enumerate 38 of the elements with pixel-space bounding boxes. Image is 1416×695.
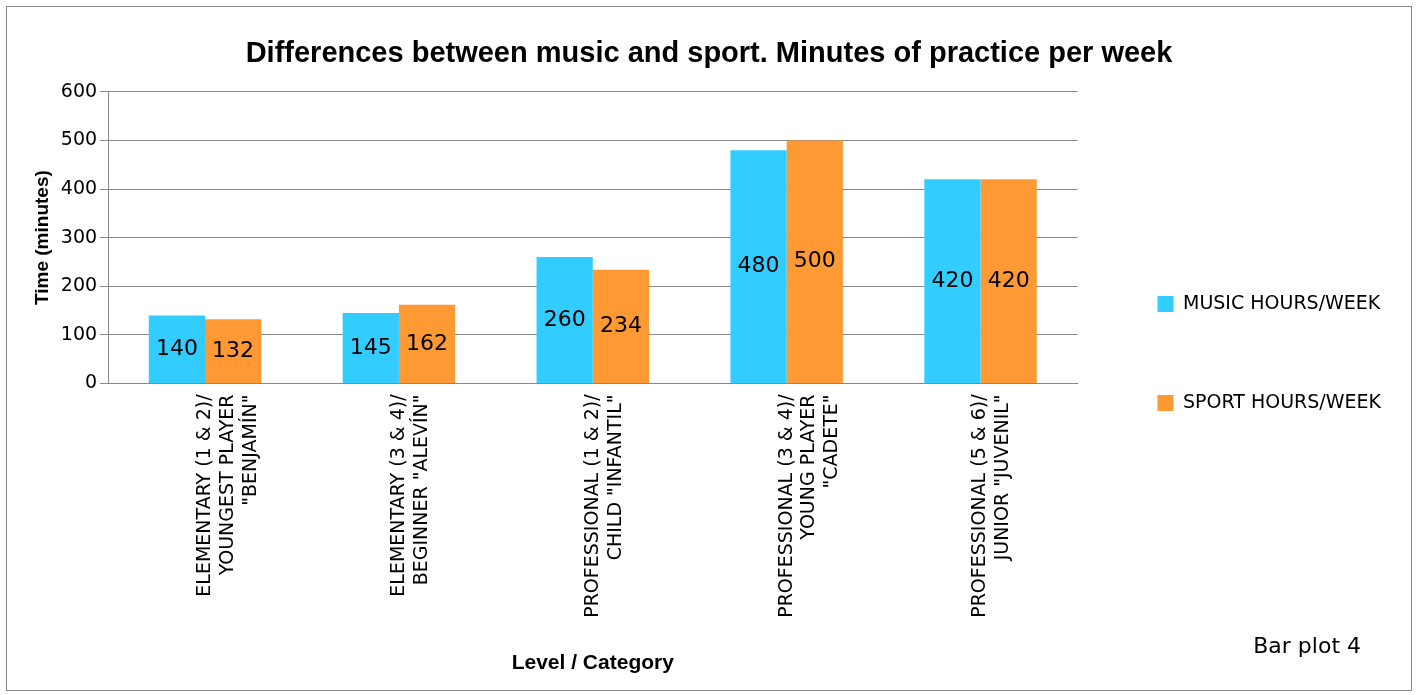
data-label: 420 — [987, 266, 1030, 292]
y-tick-label: 100 — [60, 321, 98, 344]
data-label: 234 — [599, 312, 642, 338]
bar — [730, 150, 787, 383]
bar — [205, 319, 262, 383]
legend-label: MUSIC HOURS/WEEK — [1182, 290, 1381, 313]
text: Bar plot 4 — [1253, 633, 1361, 658]
data-label: 132 — [212, 336, 255, 362]
x-tick-label: PROFESSIONAL (3 & 4)/ YOUNG PLAYER "CADETE" — [773, 393, 842, 618]
chart-title: Differences between music and sport. Minutes of practice per week — [245, 36, 1174, 69]
x-axis-title: Level / Category — [511, 650, 675, 674]
bar — [342, 312, 399, 383]
y-tick-label: 600 — [60, 78, 98, 101]
bar — [924, 179, 981, 383]
bar — [980, 179, 1037, 383]
data-label: 140 — [155, 334, 198, 360]
bar — [786, 140, 843, 383]
data-label: 500 — [793, 247, 836, 273]
bar — [592, 269, 650, 383]
data-label: 162 — [406, 329, 449, 355]
bar — [148, 315, 206, 383]
legend-label: SPORT HOURS/WEEK — [1182, 389, 1382, 412]
data-label: 420 — [931, 266, 974, 292]
y-tick-label: 400 — [60, 175, 98, 198]
x-tick-label: PROFESSIONAL (1 & 2)/ CHILD "INFANTIL" — [579, 393, 625, 618]
y-axis-title: Time (minutes) — [30, 170, 52, 306]
data-label: 260 — [543, 305, 586, 331]
x-tick-label: ELEMENTARY (1 & 2)/ YOUNGEST PLAYER "BENJAMÍN" — [191, 393, 260, 597]
y-tick-label: 0 — [84, 370, 98, 393]
x-tick-label: ELEMENTARY (3 & 4)/ BEGINNER "ALEVÍN" — [385, 393, 431, 597]
data-label: 145 — [349, 333, 392, 359]
y-tick-label: 500 — [60, 127, 98, 150]
y-tick-label: 200 — [60, 273, 98, 296]
x-tick-label: PROFESSIONAL (5 & 6)/ JUNIOR "JUVENIL" — [967, 393, 1013, 618]
bar — [398, 304, 456, 383]
bar — [536, 257, 593, 383]
data-label: 480 — [737, 252, 780, 278]
y-tick-label: 300 — [60, 224, 98, 247]
